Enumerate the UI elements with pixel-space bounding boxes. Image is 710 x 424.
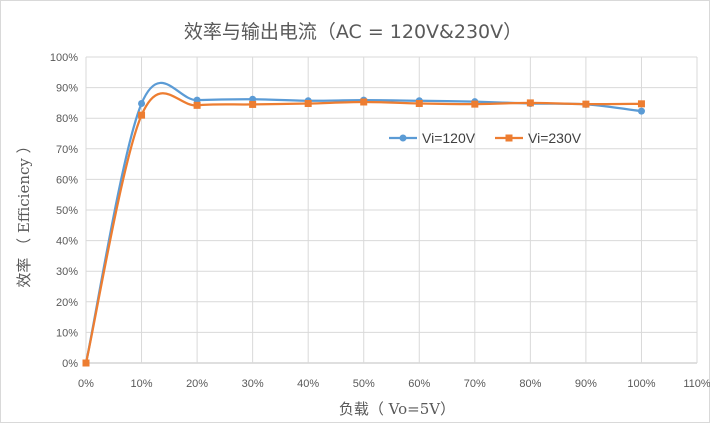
grid-lines [85,56,698,364]
legend: Vi=120V Vi=230V [389,130,582,146]
x-tick-label: 10% [131,378,153,390]
x-tick-label: 90% [575,378,597,390]
y-tick-label: 10% [56,327,78,339]
data-point [637,107,645,115]
chart-title: 效率与输出电流（AC = 120V&230V） [184,21,522,43]
y-tick-label: 40% [56,236,78,248]
data-point [138,100,146,108]
data-point [471,100,479,108]
x-tick-label: 70% [464,378,486,390]
x-tick-label: 40% [297,378,319,390]
data-point [637,100,645,108]
x-tick-label: 30% [242,378,264,390]
y-tick-label: 60% [56,174,78,186]
x-axis-title: 负载（ Vo=5V） [339,400,455,418]
y-tick-label: 70% [56,144,78,156]
x-tick-label: 20% [186,378,208,390]
data-point [582,100,590,108]
data-point [193,101,201,109]
y-tick-label: 0% [62,358,78,370]
x-tick-label: 60% [408,378,430,390]
x-tick-label: 100% [627,378,655,390]
y-tick-label: 100% [50,52,78,64]
data-point [138,111,146,119]
y-tick-label: 50% [56,205,78,217]
data-point [82,359,90,367]
data-point [304,100,312,108]
x-tick-label: 0% [78,378,94,390]
data-point [249,100,257,108]
x-tick-label: 80% [519,378,541,390]
y-axis-title: 效率 （ Efficiency ） [15,138,33,287]
data-point [360,98,368,106]
legend-label: Vi=120V [422,130,476,146]
y-tick-label: 20% [56,297,78,309]
tick-labels: 0% 10% 20% 30% 40% 50% 60% 70% 80% 90% 100% 0% 10% 20… [50,52,710,390]
x-tick-label: 50% [353,378,375,390]
x-tick-label: 110% [683,378,710,390]
y-tick-label: 30% [56,266,78,278]
series-layer [82,81,645,367]
y-tick-label: 80% [56,113,78,125]
data-point [415,100,423,108]
legend-label: Vi=230V [528,130,582,146]
legend-marker [399,134,407,142]
y-tick-label: 90% [56,83,78,95]
legend-marker [505,134,513,142]
data-point [526,99,534,107]
